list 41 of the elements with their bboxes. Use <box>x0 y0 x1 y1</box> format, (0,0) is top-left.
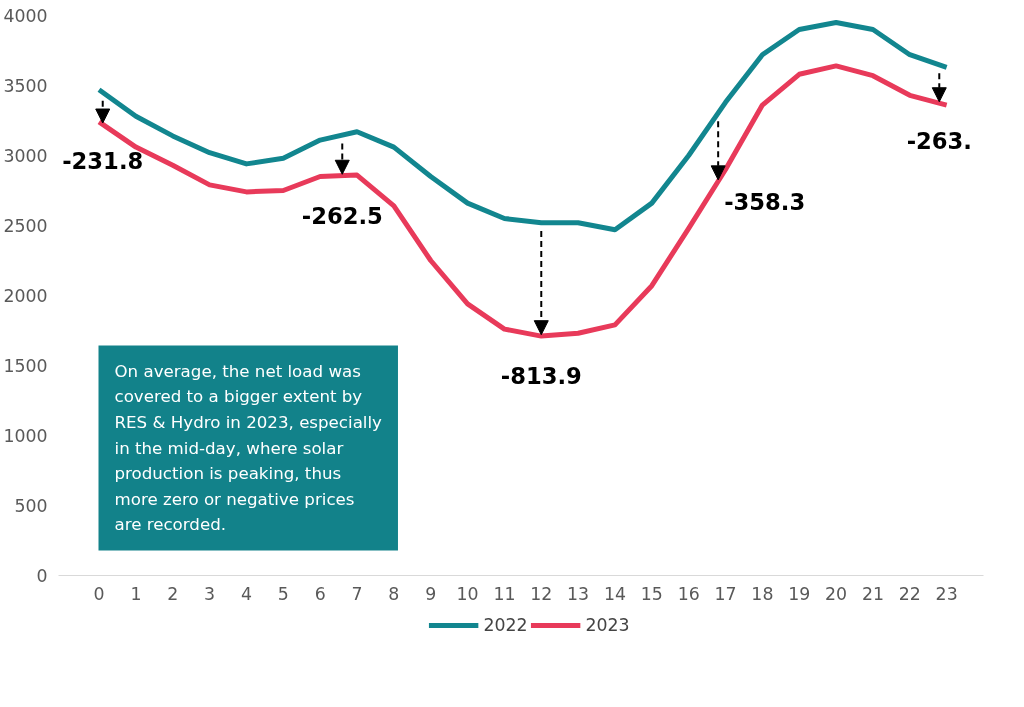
annotation: -358.3 <box>724 188 806 215</box>
x-tick-label: 6 <box>314 583 326 604</box>
x-tick-label: 15 <box>640 583 663 604</box>
x-tick-label: 4 <box>240 583 252 604</box>
x-tick-label: 5 <box>277 583 289 604</box>
legend-label: 2022 <box>483 614 528 635</box>
x-tick-label: 21 <box>861 583 884 604</box>
y-tick-label: 3500 <box>3 76 48 96</box>
x-tick-label: 2 <box>167 583 179 604</box>
x-tick-label: 12 <box>530 583 553 604</box>
y-tick-label: 2500 <box>3 216 48 236</box>
x-tick-label: 17 <box>714 583 737 604</box>
annotation: -263. <box>906 128 972 155</box>
y-tick-label: 0 <box>36 566 48 586</box>
x-tick-label: 8 <box>388 583 400 604</box>
x-tick-label: 0 <box>93 583 105 604</box>
annotation: On average, the net load was covered to a bigger extent by RES & Hydro in 2023, especially in the mid-day, where solar production is peaking, thus more zero or negative prices are recorded. <box>114 361 383 535</box>
x-tick-label: 10 <box>456 583 479 604</box>
annotation: -231.8 <box>62 147 144 174</box>
y-tick-label: 4000 <box>3 6 48 26</box>
x-tick-label: 20 <box>825 583 848 604</box>
x-tick-label: 18 <box>751 583 774 604</box>
x-tick-label: 16 <box>677 583 700 604</box>
x-tick-label: 7 <box>351 583 363 604</box>
legend-label: 2023 <box>585 614 630 635</box>
annotation: -262.5 <box>301 202 383 229</box>
y-tick-label: 500 <box>14 496 48 516</box>
x-tick-label: 23 <box>935 583 958 604</box>
annotation: -813.9 <box>500 362 582 389</box>
x-tick-label: 22 <box>898 583 921 604</box>
y-tick-label: 1500 <box>3 356 48 376</box>
x-tick-label: 13 <box>567 583 590 604</box>
x-tick-label: 11 <box>493 583 516 604</box>
x-tick-label: 3 <box>204 583 216 604</box>
y-tick-label: 3000 <box>3 146 48 166</box>
x-tick-label: 14 <box>603 583 627 604</box>
y-tick-label: 1000 <box>3 426 48 446</box>
y-tick-label: 2000 <box>3 286 48 306</box>
x-tick-label: 1 <box>130 583 142 604</box>
x-tick-label: 9 <box>425 583 437 604</box>
x-tick-label: 19 <box>788 583 811 604</box>
